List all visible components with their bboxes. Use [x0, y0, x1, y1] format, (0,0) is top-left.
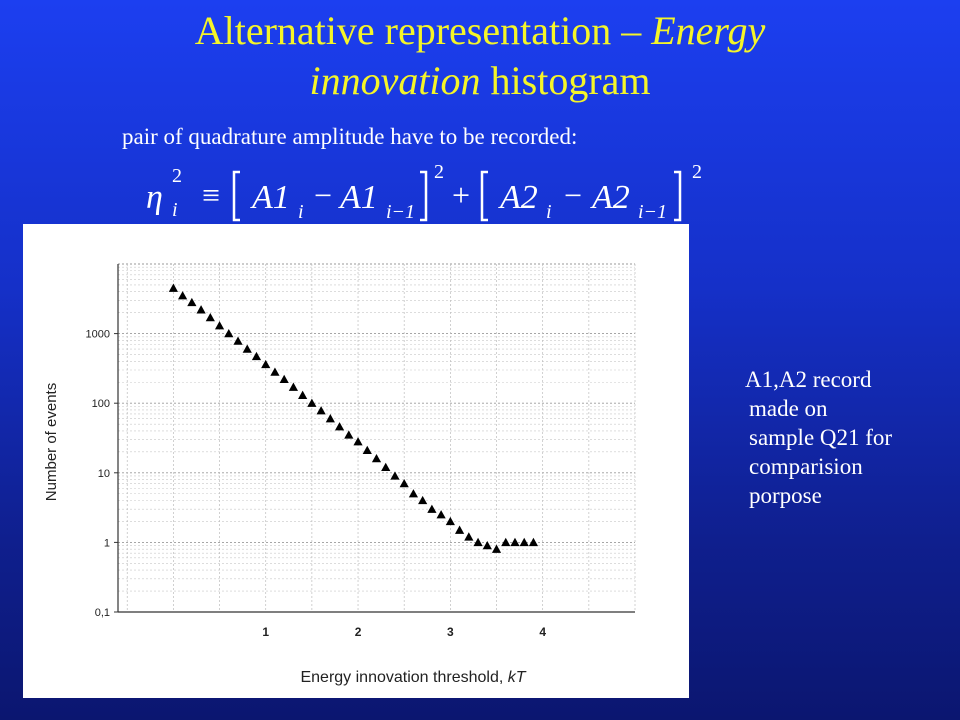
data-point: [325, 414, 335, 423]
formula-term2a-sub: i: [546, 201, 552, 223]
note-line-5: porpose: [749, 483, 822, 508]
chart-grid: [118, 263, 636, 613]
formula-term2b: A2: [590, 179, 630, 216]
data-point: [371, 453, 382, 463]
formula-equiv: ≡: [202, 177, 220, 213]
formula-eta-sup: 2: [172, 165, 182, 187]
title-text-2: histogram: [480, 58, 651, 103]
data-point: [298, 390, 308, 399]
formula-square-1: 2: [434, 161, 444, 183]
note-line-3: sample Q21 for: [749, 425, 893, 450]
data-point: [261, 359, 271, 369]
formula-bracket-close-1: [420, 170, 428, 222]
data-point: [196, 305, 206, 314]
data-point: [362, 445, 372, 455]
formula-eta: η: [146, 179, 163, 216]
data-point: [510, 537, 520, 547]
data-point: [473, 537, 483, 547]
data-point: [233, 336, 243, 345]
data-point: [224, 329, 234, 338]
y-tick-labels: 0,1 1 10 100 1000: [86, 329, 118, 619]
data-point: [436, 510, 446, 519]
data-point: [519, 537, 529, 547]
data-point: [344, 430, 354, 439]
x-tick-label: 4: [539, 625, 546, 639]
data-point: [288, 382, 299, 391]
data-point: [307, 398, 317, 407]
data-point: [334, 422, 345, 431]
data-point: [528, 537, 539, 547]
x-tick-labels: 1 2 3 4: [262, 625, 546, 639]
data-points: [168, 283, 539, 553]
data-point: [381, 462, 391, 471]
chart-axes: [117, 264, 635, 613]
y-tick-label: 100: [92, 398, 110, 410]
x-axis-label: Energy innovation threshold, kT: [300, 669, 526, 686]
formula-bracket-open-2: [480, 170, 488, 222]
data-point: [408, 489, 419, 498]
x-tick-label: 3: [447, 625, 454, 639]
formula-term1a: A1: [250, 179, 290, 216]
data-point: [187, 297, 197, 307]
data-point: [353, 437, 363, 446]
data-point: [251, 351, 262, 361]
data-point: [464, 532, 474, 541]
subtitle: pair of quadrature amplitude have to be …: [122, 124, 578, 149]
formula-eta-sub: i: [172, 199, 178, 221]
formula-term2a: A2: [498, 179, 538, 216]
formula-square-2: 2: [692, 161, 702, 183]
title-text-1: Alternative representation –: [194, 8, 652, 53]
y-tick-label: 0,1: [95, 607, 110, 619]
title-italic-2: innovation: [309, 58, 481, 103]
formula-term1b-sub: i−1: [386, 201, 415, 223]
data-point: [316, 406, 326, 415]
x-tick-label: 2: [355, 625, 362, 639]
data-point: [482, 540, 492, 550]
formula-plus: +: [452, 177, 470, 213]
energy-innovation-chart: 0,1 1 10 100 1000 1 2 3 4 Number of events Ener…: [43, 263, 636, 686]
x-tick-label: 1: [262, 625, 269, 639]
x-axis-label-text: Energy innovation threshold: [300, 669, 498, 686]
data-point: [168, 283, 178, 292]
sample-note: A1,A2 record made on sample Q21 for comp…: [735, 365, 955, 510]
y-tick-label: 1000: [86, 329, 110, 341]
data-point: [445, 516, 455, 526]
formula-minus-1: −: [314, 177, 332, 213]
note-line-4: comparision: [749, 454, 863, 479]
formula-bracket-open-1: [232, 170, 240, 222]
y-axis-label: Number of events: [43, 383, 60, 501]
data-point: [418, 495, 428, 505]
data-point: [399, 478, 409, 488]
formula-term2b-sub: i−1: [638, 201, 667, 223]
data-point: [491, 544, 502, 553]
data-point: [205, 312, 215, 322]
data-point: [270, 367, 280, 376]
data-point: [214, 321, 225, 330]
data-point: [178, 291, 188, 300]
note-line-1: A1,A2 record: [745, 367, 872, 392]
formula-term1b: A1: [338, 179, 378, 216]
x-axis-label-unit: kT: [508, 669, 527, 686]
formula-minus-2: −: [564, 177, 582, 213]
energy-innovation-formula: η 2 i ≡ A1 i − A1 i−1 2 + A2 i − A2 i−1 …: [146, 161, 702, 223]
data-point: [427, 504, 437, 513]
data-point: [501, 537, 511, 547]
y-tick-label: 10: [98, 468, 110, 480]
chart-panel: 0,1 1 10 100 1000 1 2 3 4 Number of events Ener…: [23, 224, 689, 698]
data-point: [242, 344, 252, 353]
data-point: [454, 525, 465, 534]
formula-term1a-sub: i: [298, 201, 304, 223]
title-italic-1: Energy: [651, 8, 766, 53]
y-tick-label: 1: [104, 537, 110, 549]
slide-title: Alternative representation – Energy inno…: [80, 6, 880, 106]
formula-bracket-close-2: [674, 170, 682, 222]
data-point: [390, 471, 400, 480]
note-line-2: made on: [749, 396, 828, 421]
data-point: [279, 374, 289, 384]
